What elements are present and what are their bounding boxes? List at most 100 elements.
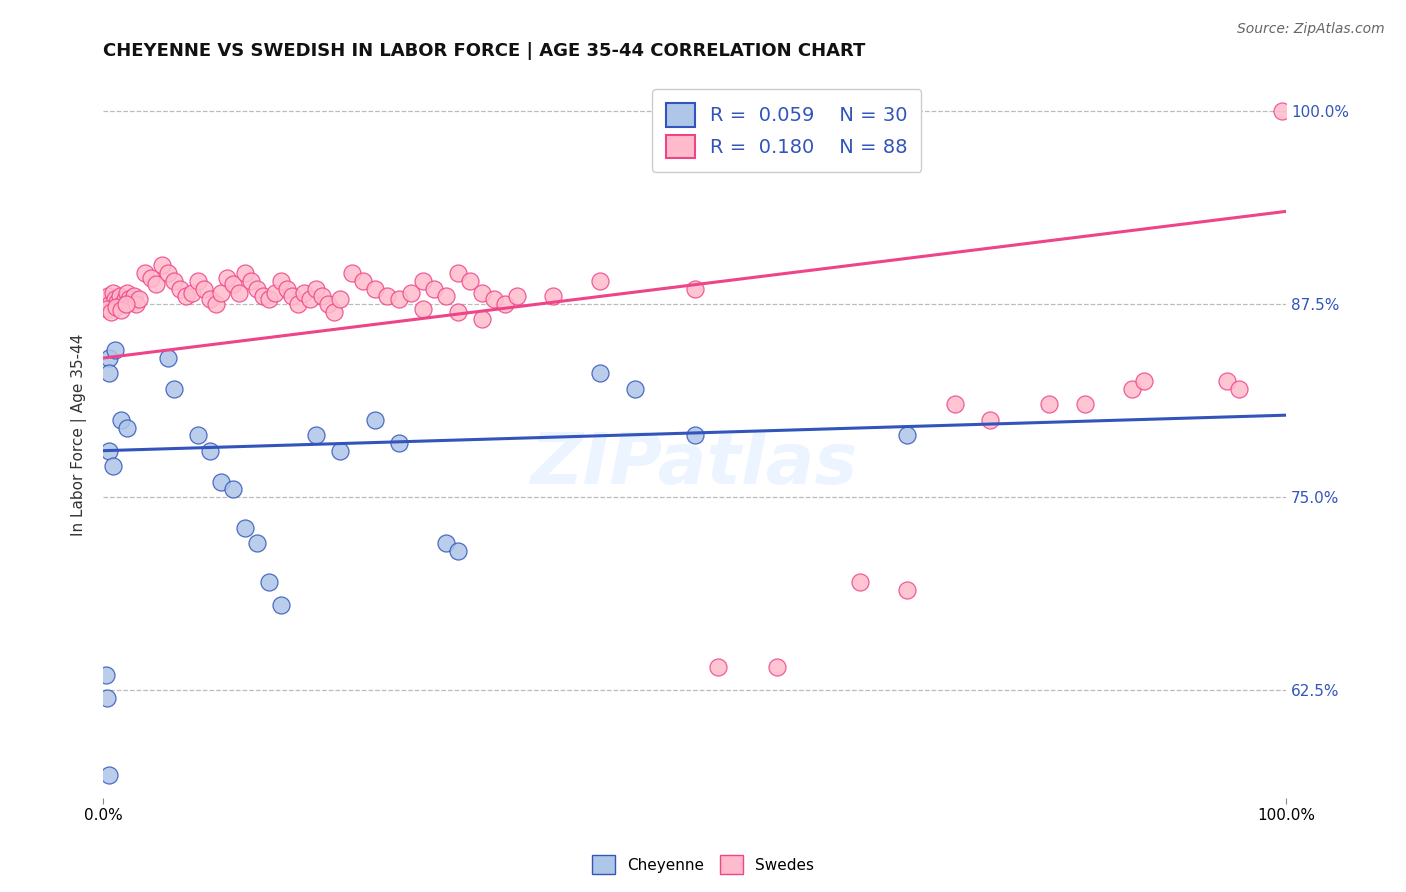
Point [98, 367, 121, 381]
Point [624, 382, 647, 396]
Point [979, 413, 1001, 427]
Point [447, 266, 470, 280]
Point [105, 300, 128, 314]
Point [193, 282, 215, 296]
Point [766, 660, 789, 674]
Legend: Cheyenne, Swedes: Cheyenne, Swedes [586, 849, 820, 880]
Point [683, 282, 706, 296]
Text: CHEYENNE VS SWEDISH IN LABOR FORCE | AGE 35-44 CORRELATION CHART: CHEYENNE VS SWEDISH IN LABOR FORCE | AGE… [103, 42, 866, 60]
Point [163, 382, 186, 396]
Point [1216, 374, 1239, 388]
Point [115, 286, 138, 301]
Point [458, 274, 481, 288]
Point [139, 270, 162, 285]
Point [412, 301, 434, 316]
Point [943, 397, 966, 411]
Point [94, 667, 117, 681]
Point [211, 475, 233, 489]
Point [174, 289, 197, 303]
Point [707, 660, 730, 674]
Point [107, 295, 129, 310]
Point [96, 690, 118, 705]
Point [352, 274, 374, 288]
Point [896, 582, 918, 597]
Point [305, 428, 328, 442]
Point [134, 266, 156, 280]
Point [96, 301, 118, 316]
Point [494, 297, 516, 311]
Point [589, 367, 612, 381]
Point [157, 351, 180, 365]
Point [111, 297, 134, 311]
Point [896, 428, 918, 442]
Point [252, 289, 274, 303]
Point [222, 277, 245, 291]
Point [180, 286, 202, 301]
Point [104, 293, 127, 307]
Point [311, 289, 333, 303]
Point [434, 289, 457, 303]
Point [150, 259, 173, 273]
Point [316, 297, 339, 311]
Point [299, 293, 322, 307]
Text: Source: ZipAtlas.com: Source: ZipAtlas.com [1237, 22, 1385, 37]
Point [240, 274, 263, 288]
Point [375, 289, 398, 303]
Point [246, 282, 269, 296]
Point [329, 293, 352, 307]
Point [388, 293, 411, 307]
Point [233, 521, 256, 535]
Point [118, 293, 141, 307]
Point [233, 266, 256, 280]
Point [108, 289, 131, 303]
Point [276, 282, 298, 296]
Point [281, 289, 304, 303]
Point [434, 536, 457, 550]
Point [287, 297, 309, 311]
Point [849, 574, 872, 589]
Point [94, 293, 117, 307]
Point [98, 297, 121, 311]
Point [163, 274, 186, 288]
Point [98, 351, 121, 365]
Point [1121, 382, 1143, 396]
Y-axis label: In Labor Force | Age 35-44: In Labor Force | Age 35-44 [72, 334, 87, 536]
Point [270, 598, 292, 612]
Point [364, 282, 387, 296]
Point [322, 304, 344, 318]
Point [101, 459, 124, 474]
Point [204, 297, 226, 311]
Point [128, 293, 150, 307]
Point [541, 289, 564, 303]
Point [447, 544, 470, 558]
Point [506, 289, 529, 303]
Point [412, 274, 434, 288]
Point [157, 266, 180, 280]
Point [340, 266, 363, 280]
Point [1038, 397, 1060, 411]
Point [364, 413, 387, 427]
Point [683, 428, 706, 442]
Point [187, 274, 209, 288]
Point [198, 443, 221, 458]
Point [1074, 397, 1097, 411]
Point [222, 483, 245, 497]
Point [1133, 374, 1156, 388]
Point [257, 293, 280, 307]
Point [211, 286, 233, 301]
Point [257, 574, 280, 589]
Point [305, 282, 328, 296]
Point [198, 293, 221, 307]
Point [110, 413, 132, 427]
Point [187, 428, 209, 442]
Point [145, 277, 167, 291]
Point [114, 297, 136, 311]
Point [98, 768, 121, 782]
Point [110, 303, 132, 318]
Point [169, 282, 191, 296]
Point [114, 293, 136, 307]
Point [399, 286, 422, 301]
Point [100, 304, 122, 318]
Point [423, 282, 446, 296]
Point [115, 420, 138, 434]
